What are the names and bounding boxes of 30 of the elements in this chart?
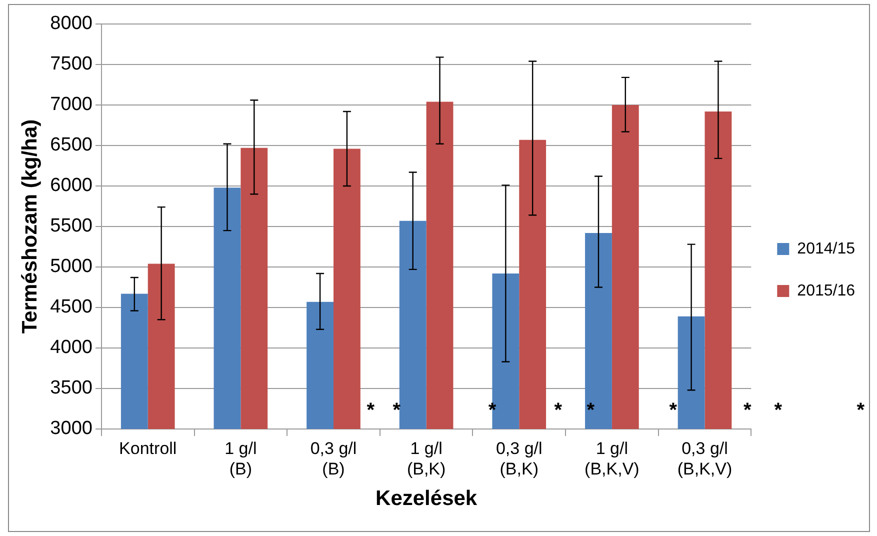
x-tick-label: 1 g/l (B): [224, 438, 257, 478]
y-tick-label: 6000: [50, 175, 92, 196]
y-tick-label: 3500: [50, 378, 92, 399]
annotation: *: [488, 400, 496, 422]
text: *: [856, 400, 865, 422]
x-tick-label: 1 g/l (B,K): [406, 438, 446, 478]
x-tick-label: 0,3 g/l (B,K,V): [677, 438, 732, 478]
x-tick-label: 0,3 g/l (B,K): [496, 438, 542, 478]
y-tick-label: 8000: [50, 13, 92, 34]
x-axis-title: Kezelések: [376, 487, 478, 510]
x-tick-label: 0,3 g/l (B): [310, 438, 357, 478]
y-tick-label: 6500: [50, 134, 92, 156]
legend-label: 2015/16: [797, 282, 856, 300]
y-tick-label: 3000: [50, 418, 92, 440]
annotation: *: [669, 400, 678, 422]
annotation: *: [586, 400, 595, 422]
y-tick-label: 4500: [50, 296, 92, 318]
annotation: *: [366, 400, 375, 422]
x-tick-label: 1 g/l (B,K,V): [584, 438, 640, 478]
text: *: [774, 400, 782, 422]
y-tick-label: 7000: [50, 94, 92, 116]
annotation: *: [744, 400, 752, 422]
x-tick-label: Kontroll: [119, 438, 177, 458]
y-tick-label: 5500: [50, 216, 92, 237]
annotation: *: [554, 400, 562, 422]
y-tick-label: 7500: [50, 54, 92, 75]
y-tick-label: 4000: [50, 337, 92, 358]
y-axis-title: Terméshozam (kg/ha): [18, 119, 42, 334]
legend-label: 2014/15: [797, 240, 856, 258]
y-tick-label: 5000: [50, 256, 92, 278]
